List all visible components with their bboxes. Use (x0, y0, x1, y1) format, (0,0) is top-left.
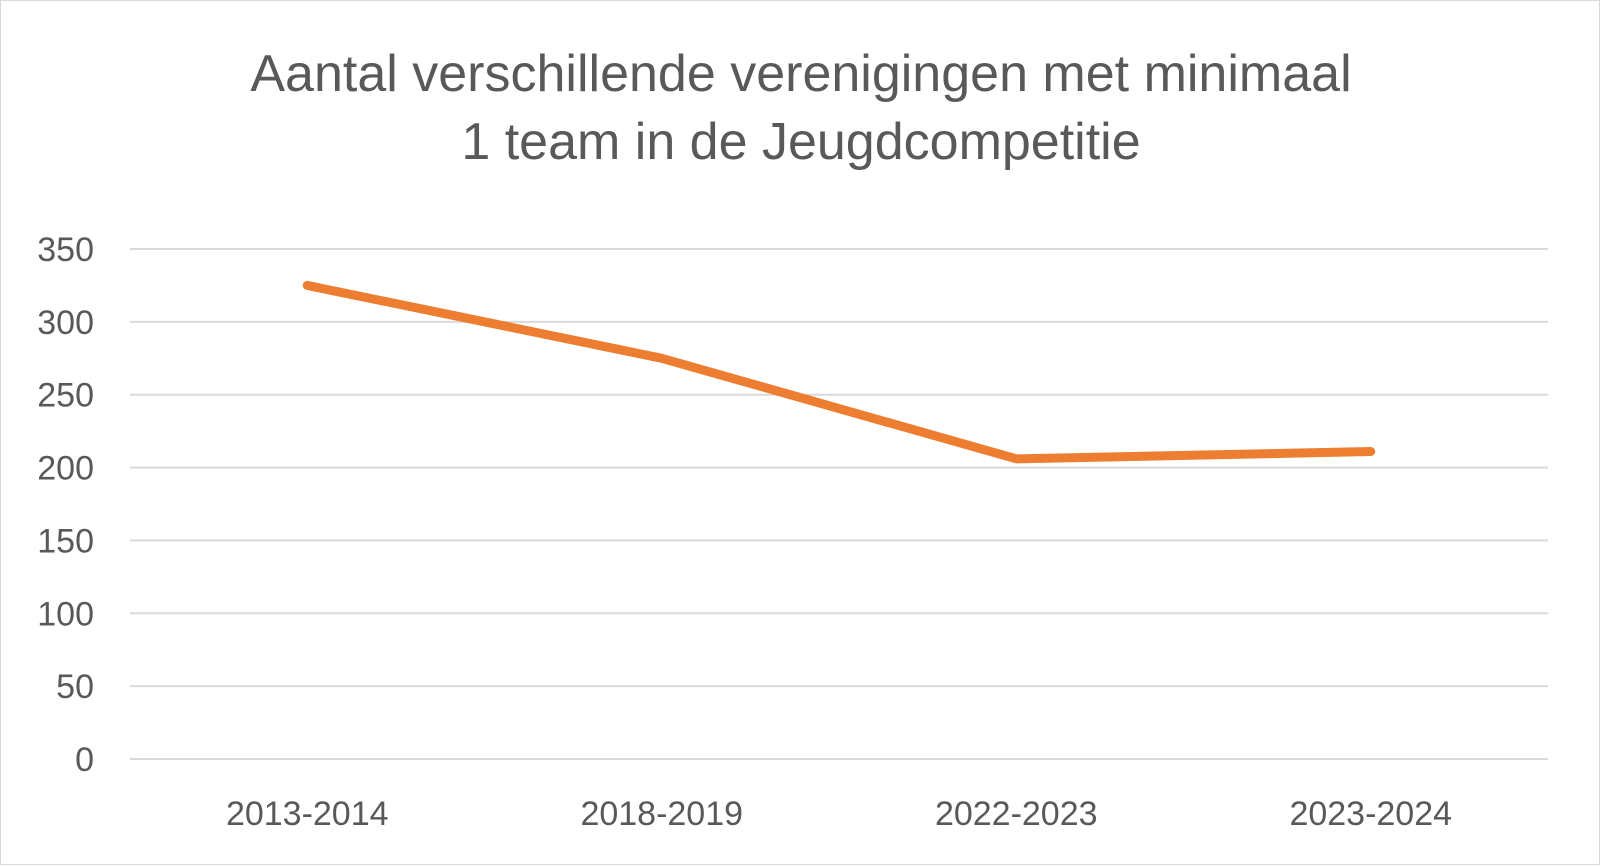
series-line-group (302, 280, 1376, 464)
chart-title-line-2: 1 team in de Jeugdcompetitie (461, 113, 1141, 171)
x-axis-ticks: 2013-2014 2018-2019 2022-2023 2023-2024 (226, 795, 1452, 833)
x-tick-label: 2018-2019 (580, 795, 743, 833)
x-tick-label: 2023-2024 (1289, 795, 1452, 833)
chart-title-line-1: Aantal verschillende verenigingen met mi… (250, 45, 1352, 103)
y-tick-label: 0 (75, 741, 94, 779)
y-tick-label: 350 (37, 231, 94, 269)
y-tick-label: 150 (37, 522, 94, 560)
x-tick-label: 2022-2023 (935, 795, 1098, 833)
y-axis-ticks: 0 50 100 150 200 250 300 350 (37, 231, 94, 779)
y-tick-label: 300 (37, 304, 94, 342)
gridlines (130, 248, 1548, 760)
chart-title: Aantal verschillende verenigingen met mi… (0, 40, 1602, 176)
y-tick-label: 50 (56, 668, 94, 706)
y-tick-label: 100 (37, 595, 94, 633)
y-tick-label: 200 (37, 450, 94, 488)
y-tick-label: 250 (37, 377, 94, 415)
x-tick-label: 2013-2014 (226, 795, 389, 833)
series-line (302, 280, 1376, 464)
